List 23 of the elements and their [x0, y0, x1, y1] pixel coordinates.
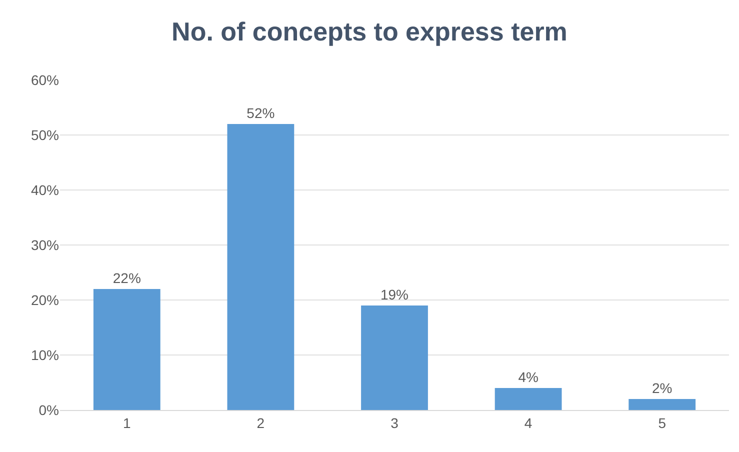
x-tick-label: 3 [390, 414, 399, 431]
data-label: 52% [246, 105, 275, 121]
data-label: 22% [112, 270, 141, 286]
bar [93, 289, 160, 410]
y-tick-label: 50% [30, 126, 59, 143]
bar [494, 388, 562, 410]
x-tick-label: 2 [256, 414, 265, 431]
y-tick-label: 0% [38, 402, 59, 418]
y-tick-label: 40% [30, 182, 59, 198]
y-tick-label: 30% [30, 236, 59, 253]
x-tick-label: 5 [658, 414, 666, 431]
bar [361, 306, 428, 410]
data-label: 2% [652, 380, 672, 396]
data-label: 19% [380, 286, 409, 302]
chart-title: No. of concepts to express term [172, 16, 568, 47]
y-tick-label: 60% [30, 72, 59, 88]
bar [628, 399, 696, 410]
data-label: 4% [518, 369, 538, 385]
y-tick-label: 20% [30, 292, 59, 308]
x-tick-label: 4 [524, 414, 532, 431]
y-tick-label: 10% [30, 346, 59, 363]
bar [227, 124, 294, 410]
x-tick-label: 1 [123, 414, 131, 431]
